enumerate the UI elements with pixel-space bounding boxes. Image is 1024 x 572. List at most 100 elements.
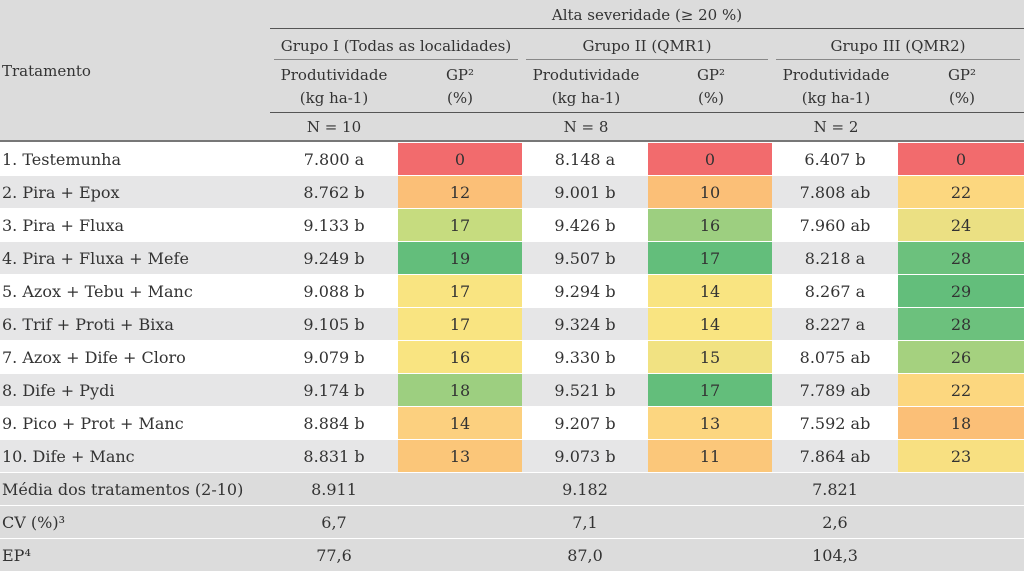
summary-value: 7,1 xyxy=(522,505,648,539)
productivity-cell: 8.075 ab xyxy=(772,340,898,374)
productivity-cell: 8.762 b xyxy=(270,175,398,209)
summary-value: 2,6 xyxy=(772,505,898,539)
productivity-cell: 9.105 b xyxy=(270,307,398,341)
empty-cell xyxy=(398,505,522,539)
summary-value: 104,3 xyxy=(772,538,898,572)
productivity-cell: 9.079 b xyxy=(270,340,398,374)
productivity-cell: 9.521 b xyxy=(522,373,648,407)
empty-cell xyxy=(398,472,522,506)
gp-cell: 0 xyxy=(648,143,772,176)
gp-header: GP² xyxy=(696,66,726,84)
divider xyxy=(274,59,518,60)
productivity-cell: 9.133 b xyxy=(270,208,398,242)
gp-cell: 24 xyxy=(898,208,1024,242)
group-header: Grupo II (QMR1) xyxy=(582,37,712,55)
group-header: Grupo I (Todas as localidades) xyxy=(280,37,512,55)
summary-value: 8.911 xyxy=(270,472,398,506)
summary-label: EP⁴ xyxy=(0,538,270,572)
table-header: Tratamento Alta severidade (≥ 20 %) Grup… xyxy=(0,0,1024,142)
table-row: 7. Azox + Dife + Cloro 9.079 b 16 9.330 b … xyxy=(0,340,1024,374)
productivity-cell: 8.227 a xyxy=(772,307,898,341)
summary-row: EP⁴ 77,6 87,0 104,3 xyxy=(0,538,1024,572)
gp-unit: (%) xyxy=(949,89,975,107)
treatment-name: 1. Testemunha xyxy=(0,143,270,176)
productivity-cell: 7.960 ab xyxy=(772,208,898,242)
prod-header: Produtividade xyxy=(782,66,890,84)
gp-header: GP² xyxy=(445,66,475,84)
gp-cell: 16 xyxy=(398,340,522,374)
summary-row: CV (%)³ 6,7 7,1 2,6 xyxy=(0,505,1024,539)
divider xyxy=(270,112,1024,113)
empty-cell xyxy=(898,505,1024,539)
gp-cell: 10 xyxy=(648,175,772,209)
gp-cell: 28 xyxy=(898,307,1024,341)
gp-cell: 0 xyxy=(398,143,522,176)
n-label: N = 8 xyxy=(563,118,609,136)
productivity-cell: 9.174 b xyxy=(270,373,398,407)
gp-cell: 11 xyxy=(648,439,772,473)
productivity-cell: 9.207 b xyxy=(522,406,648,440)
productivity-cell: 8.148 a xyxy=(522,143,648,176)
summary-row: Média dos tratamentos (2-10) 8.911 9.182… xyxy=(0,472,1024,506)
productivity-cell: 9.249 b xyxy=(270,241,398,275)
productivity-cell: 8.218 a xyxy=(772,241,898,275)
divider xyxy=(0,140,1024,142)
productivity-cell: 9.507 b xyxy=(522,241,648,275)
empty-cell xyxy=(648,538,772,572)
prod-header: Produtividade xyxy=(532,66,640,84)
prod-header: Produtividade xyxy=(280,66,388,84)
gp-cell: 18 xyxy=(898,406,1024,440)
gp-cell: 28 xyxy=(898,241,1024,275)
gp-cell: 0 xyxy=(898,143,1024,176)
summary-label: CV (%)³ xyxy=(0,505,270,539)
productivity-cell: 7.789 ab xyxy=(772,373,898,407)
gp-cell: 13 xyxy=(398,439,522,473)
treatment-name: 3. Pira + Fluxa xyxy=(0,208,270,242)
gp-cell: 12 xyxy=(398,175,522,209)
productivity-cell: 6.407 b xyxy=(772,143,898,176)
treatment-name: 2. Pira + Epox xyxy=(0,175,270,209)
prod-unit: (kg ha-1) xyxy=(801,89,871,107)
gp-cell: 17 xyxy=(398,208,522,242)
table-row: 6. Trif + Proti + Bixa 9.105 b 17 9.324 b … xyxy=(0,307,1024,341)
treatment-name: 9. Pico + Prot + Manc xyxy=(0,406,270,440)
productivity-cell: 7.864 ab xyxy=(772,439,898,473)
productivity-cell: 9.330 b xyxy=(522,340,648,374)
table-row: 9. Pico + Prot + Manc 8.884 b 14 9.207 b 1… xyxy=(0,406,1024,440)
treatment-name: 5. Azox + Tebu + Manc xyxy=(0,274,270,308)
gp-header: GP² xyxy=(947,66,977,84)
gp-unit: (%) xyxy=(447,89,473,107)
empty-cell xyxy=(398,538,522,572)
results-table: 1. Testemunha 7.800 a 0 8.148 a 0 6.407 b 0… xyxy=(0,143,1024,572)
table-row: 1. Testemunha 7.800 a 0 8.148 a 0 6.407 b 0 xyxy=(0,143,1024,176)
gp-unit: (%) xyxy=(698,89,724,107)
empty-cell xyxy=(648,472,772,506)
prod-unit: (kg ha-1) xyxy=(551,89,621,107)
gp-cell: 19 xyxy=(398,241,522,275)
productivity-cell: 9.426 b xyxy=(522,208,648,242)
table-row: 2. Pira + Epox 8.762 b 12 9.001 b 10 7.808 … xyxy=(0,175,1024,209)
gp-cell: 22 xyxy=(898,373,1024,407)
treatment-name: 6. Trif + Proti + Bixa xyxy=(0,307,270,341)
treatment-name: 7. Azox + Dife + Cloro xyxy=(0,340,270,374)
treatment-name: 8. Dife + Pydi xyxy=(0,373,270,407)
summary-value: 6,7 xyxy=(270,505,398,539)
summary-value: 9.182 xyxy=(522,472,648,506)
gp-cell: 17 xyxy=(648,373,772,407)
productivity-cell: 7.808 ab xyxy=(772,175,898,209)
empty-cell xyxy=(648,505,772,539)
summary-value: 7.821 xyxy=(772,472,898,506)
productivity-cell: 7.800 a xyxy=(270,143,398,176)
gp-cell: 14 xyxy=(648,274,772,308)
empty-cell xyxy=(898,472,1024,506)
gp-cell: 14 xyxy=(648,307,772,341)
gp-cell: 17 xyxy=(398,307,522,341)
treatment-name: 10. Dife + Manc xyxy=(0,439,270,473)
productivity-cell: 9.001 b xyxy=(522,175,648,209)
severity-header: Alta severidade (≥ 20 %) xyxy=(551,6,743,24)
table-row: 4. Pira + Fluxa + Mefe 9.249 b 19 9.507 b … xyxy=(0,241,1024,275)
productivity-cell: 8.884 b xyxy=(270,406,398,440)
table-row: 5. Azox + Tebu + Manc 9.088 b 17 9.294 b 1… xyxy=(0,274,1024,308)
gp-cell: 26 xyxy=(898,340,1024,374)
gp-cell: 14 xyxy=(398,406,522,440)
